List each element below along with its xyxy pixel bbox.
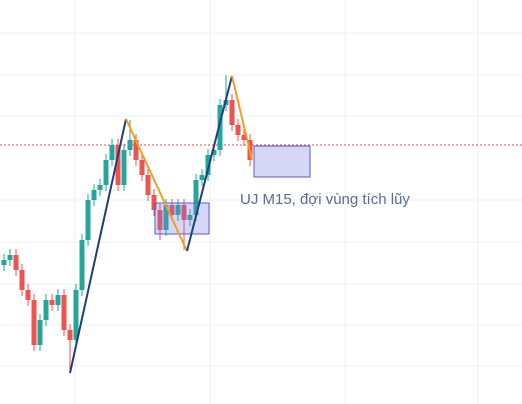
candle-body xyxy=(103,160,109,185)
candle-body xyxy=(187,215,193,220)
candle-body xyxy=(145,175,151,195)
candle-body xyxy=(169,205,175,215)
candle-body xyxy=(55,295,61,305)
candle-body xyxy=(37,320,43,345)
candle-body xyxy=(79,240,85,290)
candle-body xyxy=(1,260,7,265)
candle-body xyxy=(241,135,247,140)
trend-line xyxy=(69,118,127,374)
candle-body xyxy=(157,210,163,230)
candle-body xyxy=(193,180,199,215)
candle-body xyxy=(127,140,133,150)
candle-body xyxy=(49,300,55,305)
candle-body xyxy=(97,185,103,190)
trend-line xyxy=(186,75,233,252)
candle-body xyxy=(211,150,217,155)
candle-body xyxy=(205,155,211,175)
candle-body xyxy=(151,195,157,210)
candle-body xyxy=(199,175,205,180)
candle-body xyxy=(85,200,91,240)
zone-box xyxy=(253,145,311,178)
candle-body xyxy=(175,205,181,215)
candle-body xyxy=(13,255,19,270)
candles xyxy=(1,75,253,370)
candle-body xyxy=(31,300,37,345)
candle-body xyxy=(19,270,25,290)
candle-body xyxy=(109,145,115,160)
candle-body xyxy=(121,150,127,185)
candle-body xyxy=(91,190,97,200)
candle-body xyxy=(67,330,73,340)
candle-body xyxy=(217,105,223,150)
candle-body xyxy=(73,290,79,340)
annotation: UJ M15, đợi vùng tích lũy xyxy=(240,191,410,208)
candle-body xyxy=(115,145,121,185)
candle-body xyxy=(25,290,31,300)
trend-line xyxy=(125,118,188,252)
candle-body xyxy=(139,160,145,175)
candle-body xyxy=(7,255,13,260)
candle-body xyxy=(235,125,241,135)
candle-body xyxy=(229,100,235,125)
candle-body xyxy=(163,205,169,230)
zone-box xyxy=(154,202,210,235)
candle-body xyxy=(181,205,187,220)
candle-body xyxy=(61,295,67,330)
candle-body xyxy=(133,140,139,160)
trend-line xyxy=(231,75,253,161)
candle-body xyxy=(43,300,49,320)
